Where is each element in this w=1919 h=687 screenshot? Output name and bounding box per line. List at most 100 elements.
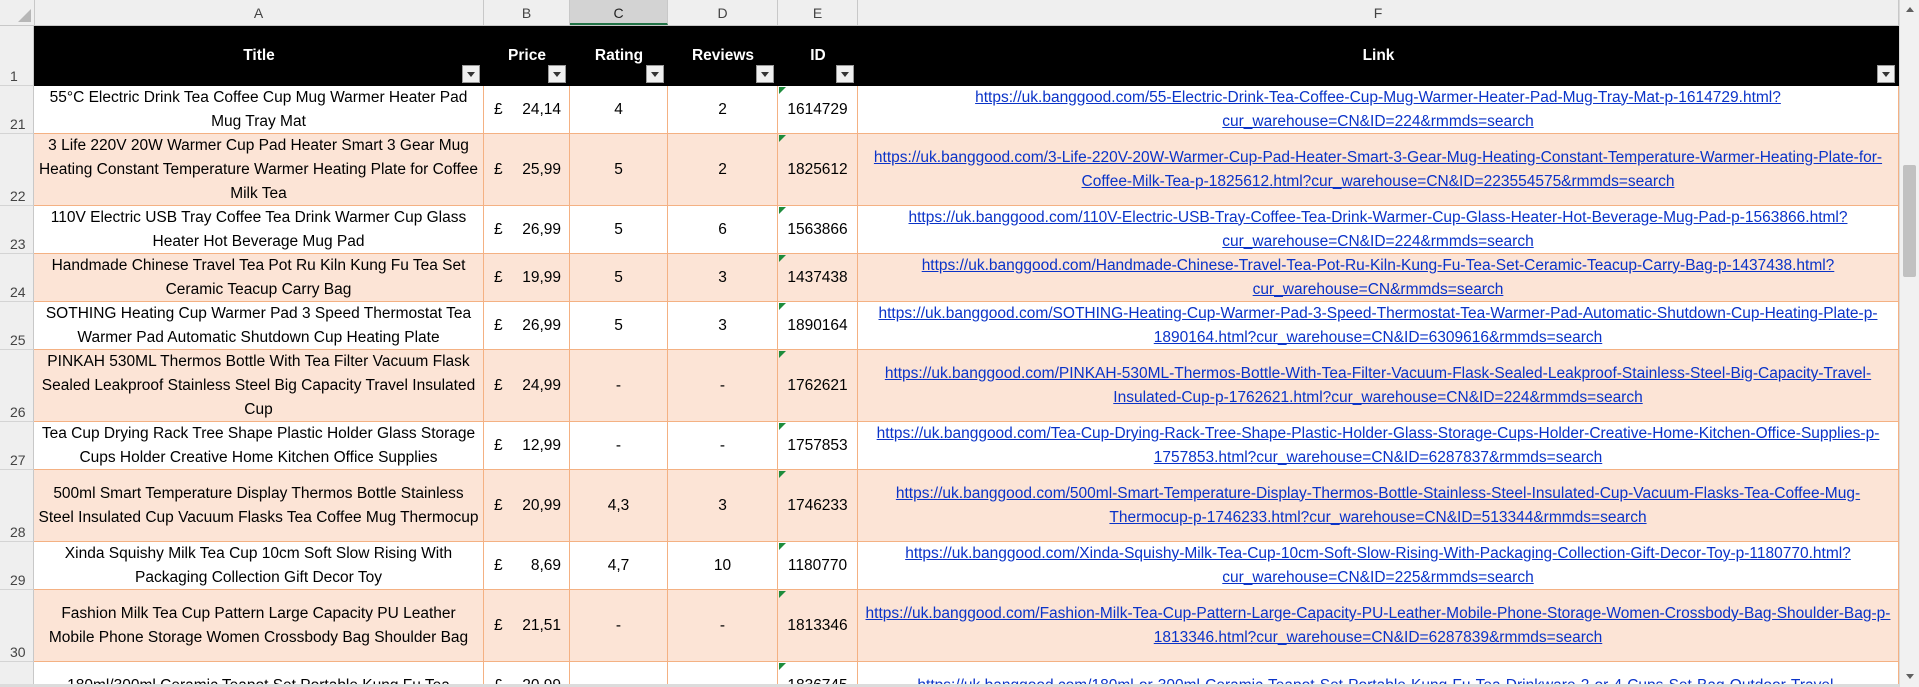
id-cell[interactable]: 1813346 <box>778 590 858 662</box>
filter-dropdown-icon[interactable] <box>646 65 664 83</box>
header-id[interactable]: ID <box>778 26 858 86</box>
reviews-cell[interactable]: 3 <box>668 302 778 350</box>
rating-cell[interactable]: 5 <box>570 302 668 350</box>
product-link[interactable]: https://uk.banggood.com/Tea-Cup-Drying-R… <box>876 424 1880 466</box>
scroll-thumb[interactable] <box>1903 165 1916 277</box>
id-cell[interactable]: 1757853 <box>778 422 858 470</box>
rating-cell[interactable]: 4 <box>570 86 668 134</box>
link-cell[interactable]: https://uk.banggood.com/180ml-or-300ml-C… <box>858 662 1899 687</box>
reviews-cell[interactable]: - <box>668 422 778 470</box>
reviews-cell[interactable] <box>668 662 778 687</box>
price-cell[interactable]: £24,99 <box>484 350 570 422</box>
title-cell[interactable]: Fashion Milk Tea Cup Pattern Large Capac… <box>34 590 484 662</box>
title-cell[interactable]: 3 Life 220V 20W Warmer Cup Pad Heater Sm… <box>34 134 484 206</box>
id-cell[interactable]: 1614729 <box>778 86 858 134</box>
rating-cell[interactable]: 5 <box>570 206 668 254</box>
id-cell[interactable]: 1890164 <box>778 302 858 350</box>
id-cell[interactable]: 1762621 <box>778 350 858 422</box>
rating-cell[interactable]: 4,3 <box>570 470 668 542</box>
id-cell[interactable]: 1180770 <box>778 542 858 590</box>
price-cell[interactable]: £12,99 <box>484 422 570 470</box>
id-cell[interactable]: 1825612 <box>778 134 858 206</box>
header-link[interactable]: Link <box>858 26 1899 86</box>
filter-dropdown-icon[interactable] <box>462 65 480 83</box>
row-number-25[interactable]: 25 <box>0 302 34 350</box>
header-reviews[interactable]: Reviews <box>668 26 778 86</box>
product-link[interactable]: https://uk.banggood.com/500ml-Smart-Temp… <box>895 484 1861 526</box>
reviews-cell[interactable]: 3 <box>668 254 778 302</box>
link-cell[interactable]: https://uk.banggood.com/SOTHING-Heating-… <box>858 302 1899 350</box>
reviews-cell[interactable]: 2 <box>668 86 778 134</box>
product-link[interactable]: https://uk.banggood.com/Xinda-Squishy-Mi… <box>905 544 1851 586</box>
title-cell[interactable]: 500ml Smart Temperature Display Thermos … <box>34 470 484 542</box>
rating-cell[interactable]: 5 <box>570 134 668 206</box>
product-link[interactable]: https://uk.banggood.com/55-Electric-Drin… <box>975 88 1781 130</box>
link-cell[interactable]: https://uk.banggood.com/3-Life-220V-20W-… <box>858 134 1899 206</box>
row-number-29[interactable]: 29 <box>0 542 34 590</box>
row-number-23[interactable]: 23 <box>0 206 34 254</box>
id-cell[interactable]: 1437438 <box>778 254 858 302</box>
product-link[interactable]: https://uk.banggood.com/180ml-or-300ml-C… <box>917 676 1839 687</box>
reviews-cell[interactable]: 6 <box>668 206 778 254</box>
rating-cell[interactable] <box>570 662 668 687</box>
rating-cell[interactable]: - <box>570 422 668 470</box>
row-number-26[interactable]: 26 <box>0 350 34 422</box>
price-cell[interactable]: £26,99 <box>484 302 570 350</box>
price-cell[interactable]: £8,69 <box>484 542 570 590</box>
product-link[interactable]: https://uk.banggood.com/110V-Electric-US… <box>908 208 1848 250</box>
link-cell[interactable]: https://uk.banggood.com/PINKAH-530ML-The… <box>858 350 1899 422</box>
header-rating[interactable]: Rating <box>570 26 668 86</box>
id-cell[interactable]: 1746233 <box>778 470 858 542</box>
column-header-c[interactable]: C <box>570 0 668 25</box>
price-cell[interactable]: £25,99 <box>484 134 570 206</box>
reviews-cell[interactable]: 3 <box>668 470 778 542</box>
reviews-cell[interactable]: 2 <box>668 134 778 206</box>
horizontal-scroll-track[interactable] <box>0 684 1899 687</box>
title-cell[interactable]: 55°C Electric Drink Tea Coffee Cup Mug W… <box>34 86 484 134</box>
title-cell[interactable]: Handmade Chinese Travel Tea Pot Ru Kiln … <box>34 254 484 302</box>
vertical-scrollbar[interactable] <box>1899 0 1919 687</box>
price-cell[interactable]: £20,99 <box>484 662 570 687</box>
id-cell[interactable]: 1563866 <box>778 206 858 254</box>
rating-cell[interactable]: 5 <box>570 254 668 302</box>
header-price[interactable]: Price <box>484 26 570 86</box>
column-header-e[interactable]: E <box>778 0 858 25</box>
row-number-21[interactable]: 21 <box>0 86 34 134</box>
title-cell[interactable]: Tea Cup Drying Rack Tree Shape Plastic H… <box>34 422 484 470</box>
title-cell[interactable]: Xinda Squishy Milk Tea Cup 10cm Soft Slo… <box>34 542 484 590</box>
row-number-24[interactable]: 24 <box>0 254 34 302</box>
reviews-cell[interactable]: 10 <box>668 542 778 590</box>
link-cell[interactable]: https://uk.banggood.com/Tea-Cup-Drying-R… <box>858 422 1899 470</box>
price-cell[interactable]: £20,99 <box>484 470 570 542</box>
rating-cell[interactable]: - <box>570 590 668 662</box>
link-cell[interactable]: https://uk.banggood.com/110V-Electric-US… <box>858 206 1899 254</box>
link-cell[interactable]: https://uk.banggood.com/Fashion-Milk-Tea… <box>858 590 1899 662</box>
product-link[interactable]: https://uk.banggood.com/PINKAH-530ML-The… <box>884 364 1872 406</box>
scroll-up-arrow-icon[interactable] <box>1900 0 1919 20</box>
product-link[interactable]: https://uk.banggood.com/Handmade-Chinese… <box>921 256 1835 298</box>
row-number-28[interactable]: 28 <box>0 470 34 542</box>
row-number-22[interactable]: 22 <box>0 134 34 206</box>
title-cell[interactable]: 180ml/300ml Ceramic Teapot Set Portable … <box>34 662 484 687</box>
price-cell[interactable]: £24,14 <box>484 86 570 134</box>
column-header-f[interactable]: F <box>858 0 1899 25</box>
filter-dropdown-icon[interactable] <box>756 65 774 83</box>
rating-cell[interactable]: 4,7 <box>570 542 668 590</box>
reviews-cell[interactable]: - <box>668 590 778 662</box>
title-cell[interactable]: SOTHING Heating Cup Warmer Pad 3 Speed T… <box>34 302 484 350</box>
price-cell[interactable]: £21,51 <box>484 590 570 662</box>
filter-dropdown-icon[interactable] <box>548 65 566 83</box>
link-cell[interactable]: https://uk.banggood.com/55-Electric-Drin… <box>858 86 1899 134</box>
row-number-31[interactable]: 31 <box>0 662 34 687</box>
column-header-d[interactable]: D <box>668 0 778 25</box>
row-number-1[interactable]: 1 <box>0 26 34 86</box>
column-header-b[interactable]: B <box>484 0 570 25</box>
row-number-27[interactable]: 27 <box>0 422 34 470</box>
row-number-30[interactable]: 30 <box>0 590 34 662</box>
rating-cell[interactable]: - <box>570 350 668 422</box>
product-link[interactable]: https://uk.banggood.com/Fashion-Milk-Tea… <box>865 604 1891 646</box>
link-cell[interactable]: https://uk.banggood.com/500ml-Smart-Temp… <box>858 470 1899 542</box>
header-title[interactable]: Title <box>34 26 484 86</box>
filter-dropdown-icon[interactable] <box>1877 65 1895 83</box>
filter-dropdown-icon[interactable] <box>836 65 854 83</box>
